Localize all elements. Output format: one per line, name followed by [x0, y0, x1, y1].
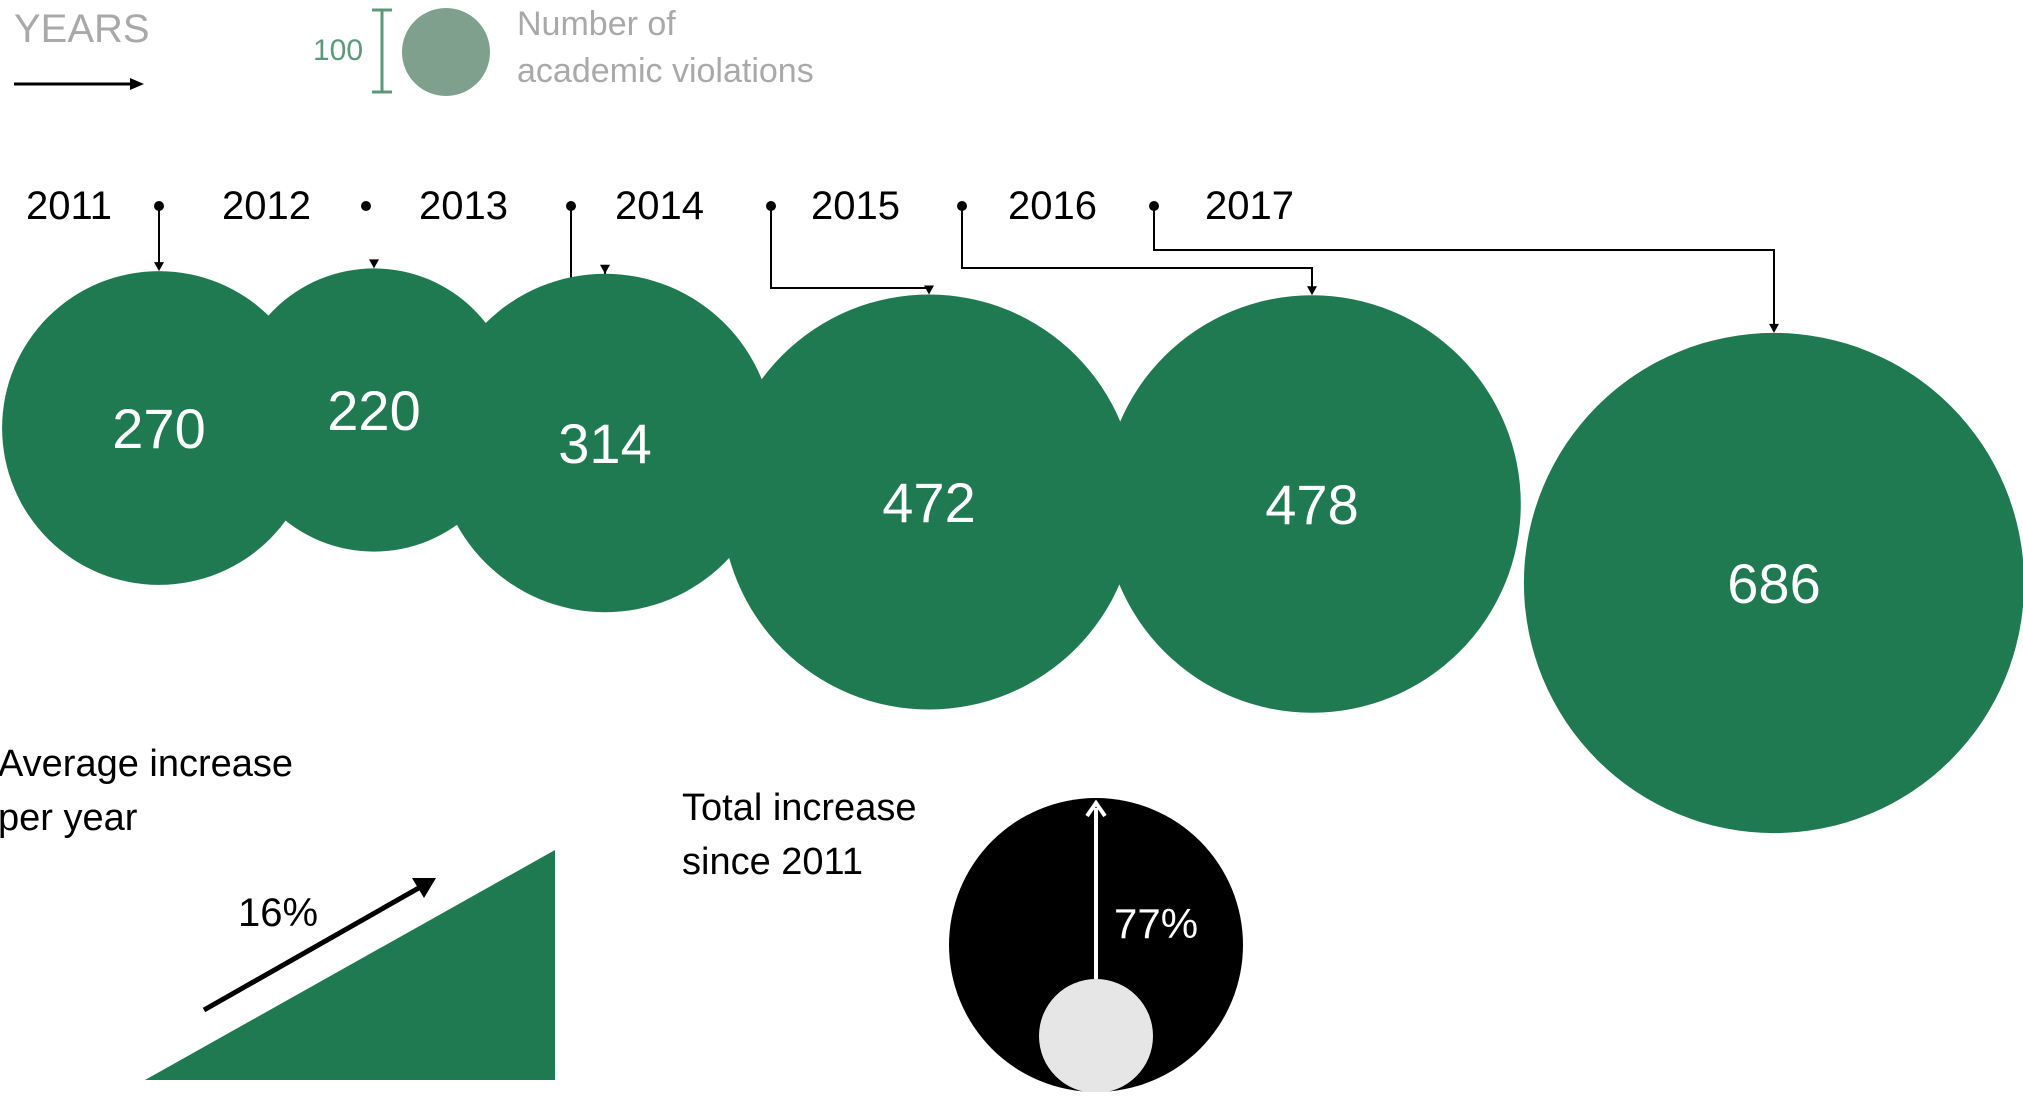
connector-2016 [1153, 206, 1775, 331]
connector-arrow-2012 [369, 259, 379, 269]
connector-2015 [961, 206, 1313, 294]
year-label-2014: 2014 [615, 184, 704, 228]
average-label-line1: Average increase [0, 743, 293, 785]
total-arrow-head [1085, 799, 1107, 818]
connector-arrow-2011 [154, 262, 164, 272]
average-increase-panel: Average increase per year 16% [0, 743, 555, 1080]
bubble-value-2015: 478 [1265, 473, 1358, 536]
scale-circle [402, 8, 490, 96]
bubble-value-2011: 270 [112, 397, 205, 460]
legend: YEARS 100 Number of academic violations [14, 5, 814, 96]
year-label-2011: 2011 [26, 184, 112, 228]
bubble-2013 [435, 273, 775, 613]
year-label-2015: 2015 [811, 184, 900, 228]
total-value: 77% [1114, 900, 1198, 947]
bubble-value-2012: 220 [327, 379, 420, 442]
total-label-line2: since 2011 [682, 841, 863, 883]
bubble-2016 [1523, 332, 2023, 834]
base-circle [1039, 979, 1153, 1093]
total-label-line1: Total increase [682, 787, 916, 829]
connector-arrow-2014 [924, 285, 934, 295]
bubble-value-2013: 314 [558, 412, 651, 475]
average-value: 16% [238, 891, 318, 935]
year-label-2012: 2012 [222, 184, 311, 228]
year-label-2013: 2013 [419, 184, 508, 228]
year-axis: 2011 2012 2013 2014 2015 2016 2017 [26, 184, 1294, 228]
connector-arrow-2013 [600, 264, 610, 274]
scale-value: 100 [313, 34, 363, 67]
average-label-line2: per year [0, 797, 138, 839]
bubble-value-2014: 472 [882, 471, 975, 534]
connector-arrow-2015 [1307, 286, 1317, 296]
average-triangle [145, 850, 555, 1080]
legend-circle-label-line2: academic violations [517, 52, 814, 90]
year-dot-2012 [361, 201, 371, 211]
years-label: YEARS [14, 7, 150, 51]
connectors [154, 206, 1779, 333]
bubble-value-2016: 686 [1727, 552, 1820, 615]
bubble-2015 [1103, 295, 1521, 713]
connector-arrow-2016 [1769, 323, 1779, 333]
bubble-2014 [721, 294, 1137, 710]
bubble-2011 [2, 271, 316, 585]
average-arrow-head [412, 878, 436, 898]
year-label-2016: 2016 [1008, 184, 1097, 228]
year-label-2017: 2017 [1205, 184, 1294, 228]
years-arrow-head [130, 78, 144, 90]
bubbles: 270 220 314 472 478 686 [2, 268, 2023, 834]
total-increase-panel: Total increase since 2011 77% [682, 787, 1243, 1093]
average-arrow-line [202, 882, 426, 1013]
legend-circle-label-line1: Number of [517, 5, 676, 43]
